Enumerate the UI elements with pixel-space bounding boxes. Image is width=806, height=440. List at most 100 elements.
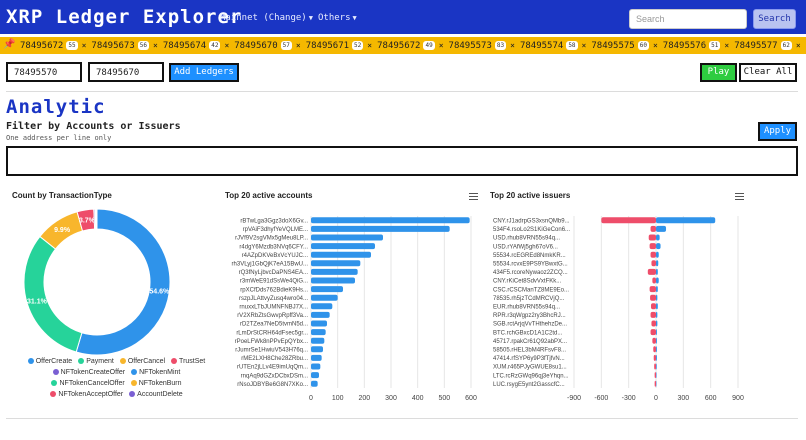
ledger-item[interactable]: 78495673 56 × <box>91 41 157 51</box>
bar <box>311 217 470 224</box>
y-tick-label: rszpJLAttvyZusq4wro04... <box>239 296 308 302</box>
add-ledgers-button[interactable]: Add Ledgers <box>169 63 239 82</box>
y-tick-label: RPR.r3qWgpz2ry3BhcRJ... <box>493 313 566 319</box>
from-ledger-input[interactable]: 78495570 <box>6 62 82 82</box>
close-icon[interactable]: × <box>652 41 658 50</box>
ledger-item[interactable]: 78495672 55 × <box>20 41 86 51</box>
filter-textarea[interactable] <box>6 146 798 176</box>
ledger-index: 78495672 <box>20 40 64 51</box>
legend-label: NFTokenCancelOffer <box>59 380 125 387</box>
legend-item[interactable]: AccountDelete <box>129 389 183 400</box>
bar <box>311 363 321 370</box>
bar-positive <box>656 217 716 224</box>
close-icon[interactable]: × <box>724 41 730 50</box>
close-icon[interactable]: × <box>795 41 801 50</box>
close-icon[interactable]: × <box>510 41 515 50</box>
legend-item[interactable]: NFTokenAcceptOffer <box>50 389 123 400</box>
x-tick-label: 100 <box>332 395 344 400</box>
close-icon[interactable]: × <box>295 41 301 50</box>
ledger-count-badge: 62 <box>780 41 792 50</box>
legend-dot <box>171 358 178 364</box>
ledger-index: 78495671 <box>305 40 350 51</box>
search-input[interactable]: Search <box>629 9 747 29</box>
others-dropdown[interactable]: Others ▼ <box>318 13 357 23</box>
bar-negative <box>649 243 656 250</box>
y-tick-label: CNY.rKiCet8SdvVxtFKk... <box>493 279 562 285</box>
legend-item[interactable]: TrustSet <box>171 356 205 367</box>
legend-item[interactable]: NFTokenCancelOffer <box>51 378 125 389</box>
legend-label: TrustSet <box>179 358 206 365</box>
ledger-count-badge: 52 <box>352 41 364 50</box>
apply-button[interactable]: Apply <box>758 122 797 141</box>
legend-item[interactable]: NFTokenMint <box>131 367 180 378</box>
ledger-item[interactable]: 78495574 58 × <box>520 41 586 51</box>
bar-negative <box>650 294 656 301</box>
x-tick-label: 0 <box>309 395 313 400</box>
ledger-item[interactable]: 78495575 60 × <box>591 41 657 51</box>
bar-negative <box>654 372 656 379</box>
play-button[interactable]: Play <box>700 63 737 82</box>
close-icon[interactable]: × <box>367 41 373 50</box>
ledger-index: 78495670 <box>234 40 278 51</box>
to-ledger-input[interactable]: 78495670 <box>88 62 164 82</box>
y-tick-label: 55534.rcvxE9PS9YBwxtG... <box>493 262 568 268</box>
y-tick-label: CSC.rCSCManTZ8ME9Eo... <box>493 287 569 293</box>
x-tick-label: -600 <box>594 395 608 400</box>
ledger-count-badge: 49 <box>423 41 435 50</box>
x-tick-label: -300 <box>622 395 636 400</box>
legend-label: NFTokenCreateOffer <box>60 369 126 376</box>
menu-icon[interactable] <box>469 193 478 200</box>
y-tick-label: 534F4.rsoLo2S1KiGeCon6... <box>493 227 570 233</box>
ledger-item[interactable]: 78495670 57 × <box>234 41 300 51</box>
close-icon[interactable]: × <box>153 41 158 50</box>
pie-legend: OfferCreate Payment OfferCancel TrustSet NFT… <box>14 356 219 400</box>
y-tick-label: XUM.r465PJyGWUE8su1... <box>493 365 567 371</box>
y-tick-label: BTC.rchGBxcD1A1C2td... <box>493 330 563 336</box>
brand-logo[interactable]: XRP Ledger Explorer <box>6 6 243 28</box>
menu-icon[interactable] <box>735 193 744 200</box>
legend-item[interactable]: NFTokenCreateOffer <box>52 367 126 378</box>
clear-all-button[interactable]: Clear All <box>739 63 797 82</box>
y-tick-label: 58505.rHEL3bM4RFsvF8... <box>493 348 566 354</box>
bar-negative <box>650 311 656 318</box>
pin-icon[interactable]: 📌 <box>3 39 16 50</box>
legend-item[interactable]: Payment <box>78 356 114 367</box>
y-tick-label: r3mWeE91dSsWe4QiG... <box>240 279 308 285</box>
legend-label: Payment <box>86 358 114 365</box>
bar-positive <box>656 225 667 232</box>
bar-negative <box>601 217 656 224</box>
ledger-item[interactable]: 78495671 52 × <box>306 41 372 51</box>
y-tick-label: 78535.rh5jzTCdMRCVjQ... <box>493 296 565 302</box>
bar-negative <box>650 303 656 310</box>
ledger-item[interactable]: 78495674 42 × <box>163 41 229 51</box>
search-button[interactable]: Search <box>753 9 796 29</box>
chevron-down-icon: ▼ <box>308 14 313 22</box>
legend-item[interactable]: NFTokenBurn <box>130 378 182 389</box>
others-label: Others <box>318 13 351 23</box>
bar <box>311 294 338 301</box>
close-icon[interactable]: × <box>581 41 587 50</box>
close-icon[interactable]: × <box>224 41 230 50</box>
ledger-item[interactable]: 78495577 62 × <box>734 41 800 51</box>
ledger-item[interactable]: 78495573 83 × <box>449 41 515 51</box>
ledger-item[interactable]: 78495576 51 × <box>663 41 729 51</box>
legend-item[interactable]: OfferCreate <box>27 356 72 367</box>
legend-label: AccountDelete <box>137 391 183 398</box>
issuers-chart: -900 -600 -300 0 300 600 900 CNY.rJ1adrpGS3xsnQ… <box>493 216 744 400</box>
y-tick-label: rpXCfDds762BdieK9Hs... <box>240 287 308 293</box>
bar-negative <box>647 268 656 275</box>
ledger-item[interactable]: 78495672 49 × <box>377 41 443 51</box>
y-tick-label: rQ3fNyLjbvcDaPNS4EA... <box>239 270 309 276</box>
legend-label: NFTokenAcceptOffer <box>58 391 124 398</box>
close-icon[interactable]: × <box>438 41 444 50</box>
y-tick-label: rME2LXH8Che28ZRbu... <box>241 356 308 362</box>
bar-positive <box>656 260 659 267</box>
chevron-down-icon: ▼ <box>352 14 357 22</box>
legend-item[interactable]: OfferCancel <box>119 356 165 367</box>
bar-positive <box>656 372 657 379</box>
ledger-count-badge: 57 <box>280 41 292 50</box>
legend-dot <box>27 358 34 364</box>
network-dropdown[interactable]: Mainnet (Change) ▼ <box>220 13 313 23</box>
close-icon[interactable]: × <box>81 41 87 50</box>
filter-label: Filter by Accounts or Issuers <box>6 121 181 132</box>
